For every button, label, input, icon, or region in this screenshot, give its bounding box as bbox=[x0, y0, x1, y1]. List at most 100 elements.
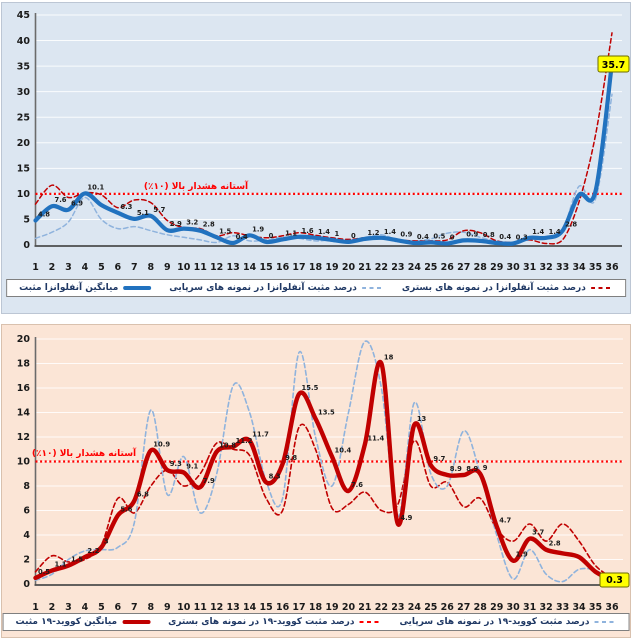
svg-text:0.8: 0.8 bbox=[483, 231, 495, 239]
legend-label: میانگین کووید-۱۹ مثبت bbox=[15, 617, 118, 627]
svg-text:33: 33 bbox=[556, 602, 569, 613]
svg-text:1.4: 1.4 bbox=[549, 228, 561, 236]
svg-text:10: 10 bbox=[17, 189, 31, 200]
svg-text:10: 10 bbox=[177, 262, 191, 273]
svg-text:10: 10 bbox=[17, 457, 31, 468]
svg-text:9.3: 9.3 bbox=[170, 460, 182, 468]
svg-text:12: 12 bbox=[17, 432, 30, 443]
svg-text:15: 15 bbox=[259, 602, 272, 613]
svg-text:6.9: 6.9 bbox=[71, 200, 83, 208]
svg-text:20: 20 bbox=[17, 334, 31, 345]
svg-text:0.4: 0.4 bbox=[499, 233, 511, 241]
svg-text:11: 11 bbox=[194, 262, 207, 273]
covid-figure: 0 2 4 6 8 10 12 14 16 18 20 آستانه هشدار بالا (۱۰٪)… bbox=[1, 324, 631, 638]
svg-text:22: 22 bbox=[375, 262, 388, 273]
svg-text:29: 29 bbox=[490, 602, 503, 613]
svg-text:29: 29 bbox=[490, 262, 503, 273]
svg-text:35: 35 bbox=[589, 262, 602, 273]
influenza-legend: میانگین آنفلوانزا مثبت درصد مثبت آنفلوانز… bbox=[6, 279, 626, 297]
svg-text:7.6: 7.6 bbox=[351, 481, 363, 489]
svg-text:23: 23 bbox=[391, 602, 404, 613]
covid-legend: میانگین کووید-۱۹ مثبت درصد مثبت کووید-۱۹ … bbox=[2, 613, 630, 631]
svg-text:10.9: 10.9 bbox=[153, 440, 170, 448]
svg-text:14: 14 bbox=[243, 602, 257, 613]
svg-text:3.7: 3.7 bbox=[532, 529, 544, 537]
svg-text:0: 0 bbox=[450, 233, 455, 241]
svg-text:10.4: 10.4 bbox=[334, 447, 351, 455]
svg-text:2.8: 2.8 bbox=[549, 540, 561, 548]
series-mean bbox=[33, 359, 615, 583]
svg-text:10: 10 bbox=[177, 602, 191, 613]
svg-text:2.8: 2.8 bbox=[565, 221, 577, 229]
svg-text:9.7: 9.7 bbox=[433, 455, 445, 463]
legend-item-1-1: درصد مثبت کووید-۱۹ در نمونه های بستری bbox=[168, 617, 382, 627]
svg-text:2: 2 bbox=[49, 602, 56, 613]
svg-text:14: 14 bbox=[243, 262, 257, 273]
legend-item-0-2: درصد مثبت آنفلوانزا در نمونه های بستری bbox=[402, 283, 613, 293]
svg-text:6.3: 6.3 bbox=[120, 203, 132, 211]
svg-text:8.9: 8.9 bbox=[466, 465, 478, 473]
svg-text:22: 22 bbox=[375, 602, 388, 613]
svg-text:6: 6 bbox=[23, 506, 30, 517]
dashed-line-marker-icon bbox=[594, 620, 617, 624]
svg-text:1.4: 1.4 bbox=[384, 228, 396, 236]
svg-text:7: 7 bbox=[131, 602, 138, 613]
svg-text:25: 25 bbox=[424, 602, 437, 613]
svg-text:9: 9 bbox=[483, 464, 488, 472]
svg-text:17: 17 bbox=[292, 602, 305, 613]
svg-text:32: 32 bbox=[539, 602, 552, 613]
svg-text:26: 26 bbox=[441, 602, 455, 613]
y-axis-labels: 0 5 10 15 20 25 30 35 40 45 bbox=[17, 10, 31, 251]
svg-text:6: 6 bbox=[115, 602, 122, 613]
x-axis-labels: 1 2 3 4 5 6 7 8 9 10 11 12 13 14 15 16 17 18 19 20 21 22 23 24 2… bbox=[32, 602, 619, 613]
svg-text:6.8: 6.8 bbox=[137, 491, 149, 499]
svg-text:31: 31 bbox=[523, 262, 536, 273]
svg-text:0.5: 0.5 bbox=[433, 232, 445, 240]
svg-text:20: 20 bbox=[342, 602, 356, 613]
svg-text:0: 0 bbox=[269, 232, 274, 240]
svg-text:0.5: 0.5 bbox=[38, 568, 50, 576]
svg-text:13: 13 bbox=[227, 602, 240, 613]
svg-text:27: 27 bbox=[457, 602, 470, 613]
svg-text:20: 20 bbox=[17, 138, 31, 149]
svg-text:40: 40 bbox=[17, 36, 31, 47]
svg-text:16: 16 bbox=[276, 262, 290, 273]
svg-text:0.4: 0.4 bbox=[236, 233, 248, 241]
svg-text:13: 13 bbox=[227, 262, 240, 273]
legend-item-1-0: میانگین کووید-۱۹ مثبت bbox=[16, 617, 151, 627]
svg-text:35: 35 bbox=[17, 61, 30, 72]
svg-text:0: 0 bbox=[351, 232, 356, 240]
svg-text:آستانه هشدار بالا (۱۰٪): آستانه هشدار بالا (۱۰٪) bbox=[32, 447, 137, 459]
svg-text:21: 21 bbox=[358, 262, 371, 273]
solid-line-marker-icon bbox=[123, 285, 152, 291]
svg-text:8: 8 bbox=[147, 602, 154, 613]
svg-text:19: 19 bbox=[325, 262, 338, 273]
svg-text:15: 15 bbox=[17, 164, 30, 175]
svg-text:4.9: 4.9 bbox=[400, 514, 412, 522]
svg-text:20: 20 bbox=[342, 262, 356, 273]
svg-text:18: 18 bbox=[309, 602, 323, 613]
svg-text:45: 45 bbox=[17, 10, 30, 21]
svg-text:3: 3 bbox=[104, 537, 109, 545]
svg-text:8: 8 bbox=[147, 262, 154, 273]
legend-item-0-1: درصد مثبت آنفلوانزا در نمونه های سرپایی bbox=[169, 283, 384, 293]
svg-text:5.7: 5.7 bbox=[153, 206, 165, 214]
svg-text:4.7: 4.7 bbox=[499, 516, 511, 524]
svg-text:5.1: 5.1 bbox=[137, 209, 149, 217]
svg-text:11.2: 11.2 bbox=[236, 437, 253, 445]
alert-threshold: آستانه هشدار بالا (۱۰٪) bbox=[32, 447, 623, 463]
axes bbox=[34, 13, 622, 247]
svg-text:9: 9 bbox=[164, 602, 171, 613]
svg-text:1.6: 1.6 bbox=[302, 227, 314, 235]
svg-text:34: 34 bbox=[572, 262, 586, 273]
svg-text:0.3: 0.3 bbox=[516, 233, 528, 241]
svg-text:15.5: 15.5 bbox=[302, 384, 319, 392]
legend-label: درصد مثبت آنفلوانزا در نمونه های سرپایی bbox=[169, 283, 357, 293]
legend-item-0-0: میانگین آنفلوانزا مثبت bbox=[19, 283, 152, 293]
svg-text:5: 5 bbox=[98, 262, 105, 273]
svg-text:16: 16 bbox=[17, 383, 31, 394]
legend-label: درصد مثبت کووید-۱۹ در نمونه های بستری bbox=[168, 617, 355, 627]
svg-text:9: 9 bbox=[164, 262, 171, 273]
